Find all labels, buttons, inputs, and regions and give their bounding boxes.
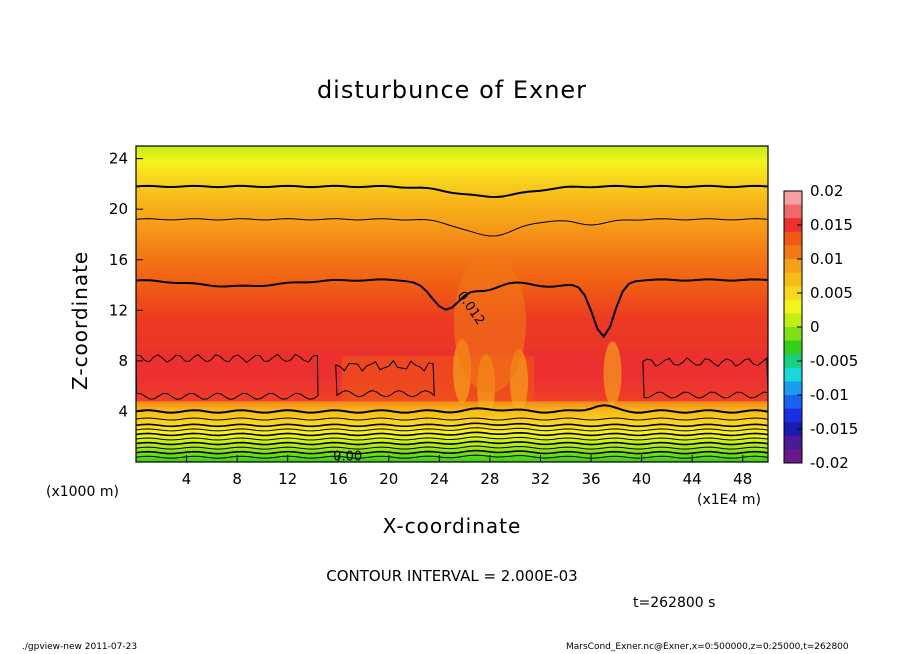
x-tick-label-5: 24 bbox=[430, 470, 449, 488]
contour-surface-5 bbox=[136, 445, 768, 450]
x-tick-label-2: 12 bbox=[278, 470, 297, 488]
colorbar-swatch-15 bbox=[784, 395, 802, 410]
contour-interval: CONTOUR INTERVAL = 2.000E-03 bbox=[326, 567, 578, 585]
colorbar-swatch-7 bbox=[784, 286, 802, 301]
plume-3 bbox=[603, 341, 622, 406]
colorbar-tick-label-1: 0.015 bbox=[810, 216, 853, 234]
contour-mid-thick bbox=[136, 278, 768, 339]
colorbar-tick-label-8: -0.02 bbox=[810, 454, 849, 472]
contour-low-thin bbox=[136, 417, 768, 421]
colorbar-swatch-10 bbox=[784, 327, 802, 342]
contour-surface-1 bbox=[136, 427, 768, 432]
core-contour-mid bbox=[335, 359, 435, 398]
colorbar-swatch-9 bbox=[784, 313, 802, 328]
contour-upper-thin bbox=[136, 218, 768, 237]
colorbar-tick-label-0: 0.02 bbox=[810, 182, 843, 200]
y-tick-label-4: 20 bbox=[109, 200, 128, 218]
y-tick-label-0: 4 bbox=[118, 402, 128, 420]
plot-frame bbox=[135, 145, 769, 463]
colorbar-swatch-3 bbox=[784, 231, 802, 246]
colorbar-swatch-4 bbox=[784, 245, 802, 260]
x-tick-label-0: 4 bbox=[182, 470, 192, 488]
x-tick-label-6: 28 bbox=[480, 470, 499, 488]
x-tick-label-11: 48 bbox=[733, 470, 752, 488]
x-axis: 4 8 12 16 20 24 28 32 36 40 44 48 bbox=[182, 455, 752, 488]
footer-right: MarsCond_Exner.nc@Exner,x=0:500000,z=0:2… bbox=[566, 642, 849, 652]
colorbar-tick-label-5: -0.005 bbox=[810, 352, 858, 370]
core-contour-right bbox=[642, 357, 768, 399]
x-tick-label-9: 40 bbox=[632, 470, 651, 488]
contour-label-1: 0.00 bbox=[333, 450, 362, 465]
contour-lines bbox=[136, 184, 768, 459]
x-tick-label-10: 44 bbox=[683, 470, 702, 488]
contour-surface-3 bbox=[136, 436, 768, 441]
contour-surface-4 bbox=[136, 440, 768, 446]
colorbar-swatch-11 bbox=[784, 340, 802, 355]
colorbar-swatch-17 bbox=[784, 422, 802, 437]
colorbar-swatch-5 bbox=[784, 259, 802, 274]
y-axis-label: Z-coordinate bbox=[68, 250, 92, 390]
colorbar-swatch-19 bbox=[784, 449, 802, 464]
y-tick-label-3: 16 bbox=[109, 251, 128, 269]
contour-surface-2 bbox=[136, 431, 768, 437]
y-tick-label-2: 12 bbox=[109, 301, 128, 319]
colorbar-tick-label-7: -0.015 bbox=[810, 420, 858, 438]
contour-surface-7 bbox=[136, 454, 768, 459]
y-tick-label-5: 24 bbox=[109, 150, 128, 168]
colorbar-swatch-0 bbox=[784, 191, 802, 206]
contour-surface-0 bbox=[136, 422, 768, 428]
chart-title: disturbunce of Exner bbox=[316, 76, 588, 104]
x-unit-label: (x1000 m) bbox=[46, 484, 119, 500]
contour-upper-thick bbox=[136, 184, 768, 199]
colorbar-swatch-6 bbox=[784, 272, 802, 287]
colorbar: 0.02 0.015 0.01 0.005 0 -0.005 -0.01 -0.015 -0.0… bbox=[783, 182, 858, 472]
x-tick-label-4: 20 bbox=[379, 470, 398, 488]
colorbar-swatch-1 bbox=[784, 204, 802, 219]
x-tick-label-8: 36 bbox=[581, 470, 600, 488]
colorbar-tick-label-2: 0.01 bbox=[810, 250, 843, 268]
central-upwelling bbox=[453, 252, 526, 393]
colorbar-swatch-16 bbox=[784, 408, 802, 423]
x-tick-label-1: 8 bbox=[232, 470, 242, 488]
footer-left: ./gpview-new 2011-07-23 bbox=[22, 642, 138, 652]
x-tick-label-7: 32 bbox=[531, 470, 550, 488]
contour-surface-6 bbox=[136, 449, 768, 455]
colorbar-swatch-12 bbox=[784, 354, 802, 369]
colorbar-swatch-13 bbox=[784, 367, 802, 382]
contour-low-thick bbox=[136, 404, 768, 414]
colorbar-swatch-8 bbox=[784, 299, 802, 314]
y-tick-label-1: 8 bbox=[118, 352, 128, 370]
colorbar-swatch-18 bbox=[784, 435, 802, 450]
x-tick-label-3: 16 bbox=[329, 470, 348, 488]
core-contour-left bbox=[136, 353, 319, 400]
x-unit-label-secondary: (x1E4 m) bbox=[697, 492, 761, 508]
colorbar-tick-label-6: -0.01 bbox=[810, 386, 849, 404]
colorbar-swatch-14 bbox=[784, 381, 802, 396]
y-axis: 4 8 12 16 20 24 bbox=[109, 150, 143, 420]
colorbar-tick-label-3: 0.005 bbox=[810, 284, 853, 302]
colorbar-swatch-2 bbox=[784, 218, 802, 233]
time-label: t=262800 s bbox=[633, 595, 716, 611]
x-axis-label: X-coordinate bbox=[382, 514, 522, 538]
colorbar-tick-label-4: 0 bbox=[810, 318, 820, 336]
